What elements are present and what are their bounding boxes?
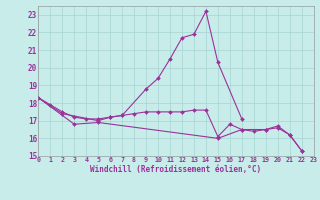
X-axis label: Windchill (Refroidissement éolien,°C): Windchill (Refroidissement éolien,°C): [91, 165, 261, 174]
